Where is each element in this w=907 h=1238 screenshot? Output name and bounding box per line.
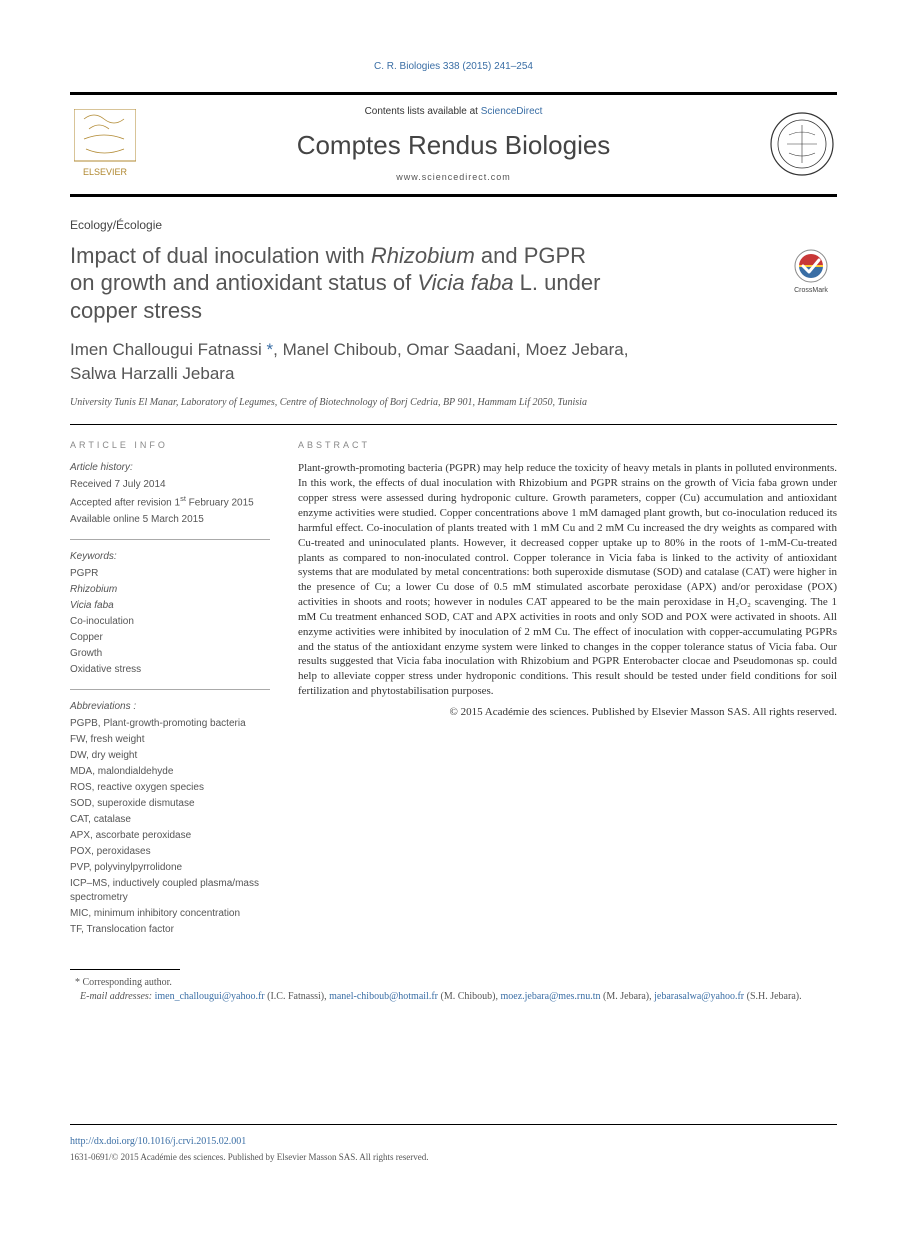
abbreviation: SOD, superoxide dismutase bbox=[70, 797, 270, 811]
article-info-column: ARTICLE INFO Article history: Received 7… bbox=[70, 439, 270, 959]
journal-name: Comptes Rendus Biologies bbox=[140, 127, 767, 163]
corresponding-asterisk: * bbox=[262, 340, 273, 359]
abbreviation: FW, fresh weight bbox=[70, 733, 270, 747]
footnotes: * Corresponding author. E-mail addresses… bbox=[70, 976, 837, 1004]
journal-masthead: ELSEVIER Contents lists available at Sci… bbox=[70, 92, 837, 197]
doi-link[interactable]: http://dx.doi.org/10.1016/j.crvi.2015.02… bbox=[70, 1136, 246, 1147]
abbreviation: PVP, polyvinylpyrrolidone bbox=[70, 861, 270, 875]
running-header: C. R. Biologies 338 (2015) 241–254 bbox=[70, 60, 837, 74]
footer-separator bbox=[70, 1124, 837, 1125]
abbreviation: DW, dry weight bbox=[70, 749, 270, 763]
article-info-head: ARTICLE INFO bbox=[70, 439, 270, 452]
abbreviation: ROS, reactive oxygen species bbox=[70, 781, 270, 795]
abstract-text: Plant-growth-promoting bacteria (PGPR) m… bbox=[298, 461, 837, 699]
email-link[interactable]: imen_challougui@yahoo.fr bbox=[155, 991, 265, 1002]
elsevier-text: ELSEVIER bbox=[83, 167, 128, 177]
article-title: Impact of dual inoculation with Rhizobiu… bbox=[70, 242, 765, 325]
affiliation: University Tunis El Manar, Laboratory of… bbox=[70, 396, 837, 425]
footnote-short-separator bbox=[70, 969, 180, 970]
academy-seal bbox=[767, 111, 837, 177]
copyright-line: © 2015 Académie des sciences. Published … bbox=[298, 705, 837, 720]
abbreviations-block: Abbreviations : PGPB, Plant-growth-promo… bbox=[70, 700, 270, 949]
author-list: Imen Challougui Fatnassi *, Manel Chibou… bbox=[70, 338, 837, 386]
crossmark-badge[interactable]: CrossMark bbox=[785, 246, 837, 303]
corresponding-note: * Corresponding author. bbox=[70, 976, 837, 990]
keyword: PGPR bbox=[70, 567, 270, 581]
sciencedirect-link[interactable]: ScienceDirect bbox=[481, 106, 543, 117]
email-link[interactable]: moez.jebara@mes.rnu.tn bbox=[501, 991, 601, 1002]
publisher-logo: ELSEVIER bbox=[70, 109, 140, 179]
abbreviation: MIC, minimum inhibitory concentration bbox=[70, 907, 270, 921]
abstract-head: ABSTRACT bbox=[298, 439, 837, 452]
keyword: Copper bbox=[70, 631, 270, 645]
keyword: Oxidative stress bbox=[70, 663, 270, 677]
abbreviation: TF, Translocation factor bbox=[70, 923, 270, 937]
email-addresses: E-mail addresses: imen_challougui@yahoo.… bbox=[70, 990, 837, 1004]
keyword: Rhizobium bbox=[70, 583, 270, 597]
contents-available: Contents lists available at ScienceDirec… bbox=[140, 105, 767, 119]
abstract-column: ABSTRACT Plant-growth-promoting bacteria… bbox=[298, 439, 837, 959]
keyword: Co-inoculation bbox=[70, 615, 270, 629]
abbreviation: PGPB, Plant-growth-promoting bacteria bbox=[70, 717, 270, 731]
abbreviation: POX, peroxidases bbox=[70, 845, 270, 859]
doi-line: http://dx.doi.org/10.1016/j.crvi.2015.02… bbox=[70, 1135, 837, 1149]
abbreviation: CAT, catalase bbox=[70, 813, 270, 827]
article-section: Ecology/Écologie bbox=[70, 217, 837, 234]
email-link[interactable]: manel-chiboub@hotmail.fr bbox=[329, 991, 438, 1002]
keyword: Vicia faba bbox=[70, 599, 270, 613]
article-history: Article history: Received 7 July 2014 Ac… bbox=[70, 461, 270, 539]
keyword: Growth bbox=[70, 647, 270, 661]
crossmark-label: CrossMark bbox=[794, 287, 828, 294]
abbreviation: APX, ascorbate peroxidase bbox=[70, 829, 270, 843]
abbreviation: ICP–MS, inductively coupled plasma/mass … bbox=[70, 877, 270, 905]
abbreviation: MDA, malondialdehyde bbox=[70, 765, 270, 779]
keywords-block: Keywords: PGPRRhizobiumVicia fabaCo-inoc… bbox=[70, 550, 270, 690]
email-link[interactable]: jebarasalwa@yahoo.fr bbox=[654, 991, 744, 1002]
issn-line: 1631-0691/© 2015 Académie des sciences. … bbox=[70, 1151, 837, 1164]
journal-homepage: www.sciencedirect.com bbox=[140, 171, 767, 184]
